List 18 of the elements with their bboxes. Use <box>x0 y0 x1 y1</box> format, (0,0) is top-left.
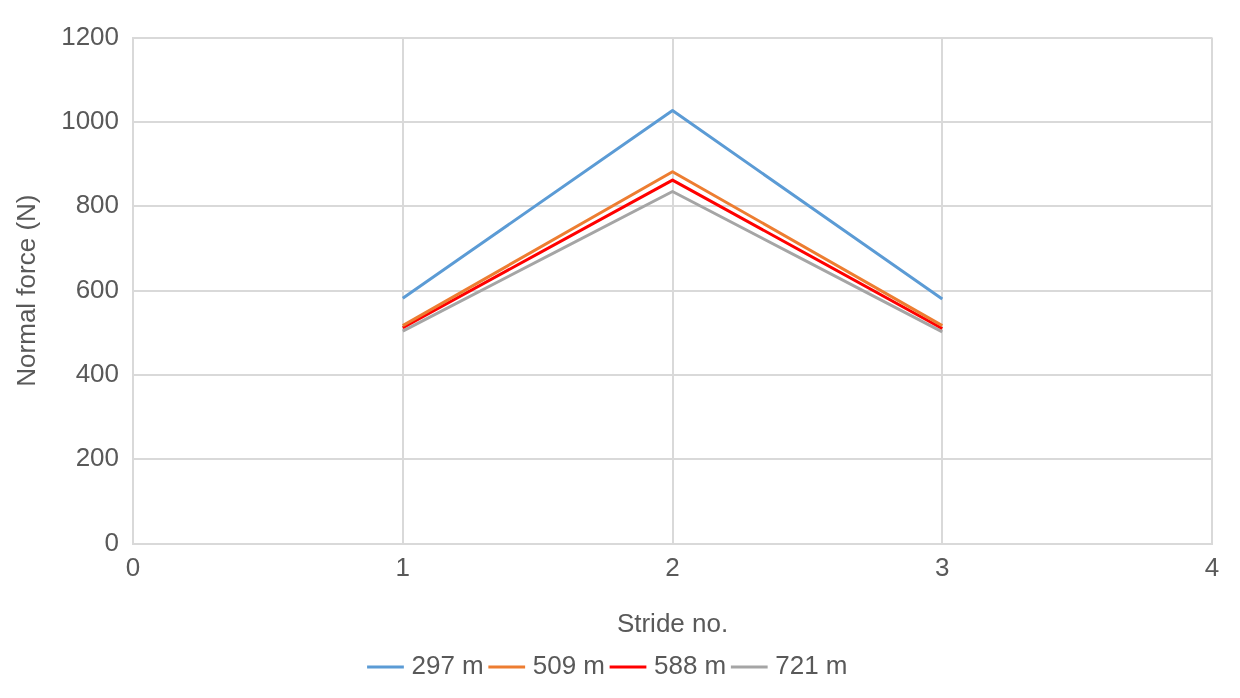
x-tick-label: 3 <box>935 552 950 583</box>
y-tick-label: 400 <box>75 358 120 389</box>
legend-label: 721 m <box>775 650 848 681</box>
y-tick-label: 1000 <box>61 105 120 136</box>
legend-label: 588 m <box>654 650 727 681</box>
x-tick-label: 1 <box>395 552 411 583</box>
y-axis-title: Normal force (N) <box>10 194 41 387</box>
legend-label: 297 m <box>411 650 484 681</box>
x-tick-label: 4 <box>1204 552 1220 583</box>
y-tick-label: 200 <box>75 442 120 473</box>
y-tick-label: 1200 <box>61 20 120 51</box>
y-tick-label: 600 <box>75 273 120 304</box>
x-tick-label: 0 <box>125 552 141 583</box>
x-axis-title: Stride no. <box>616 607 729 638</box>
y-tick-label: 800 <box>75 189 120 220</box>
x-tick-label: 2 <box>665 552 680 583</box>
y-tick-label: 0 <box>104 526 120 557</box>
legend-label: 509 m <box>532 650 605 681</box>
